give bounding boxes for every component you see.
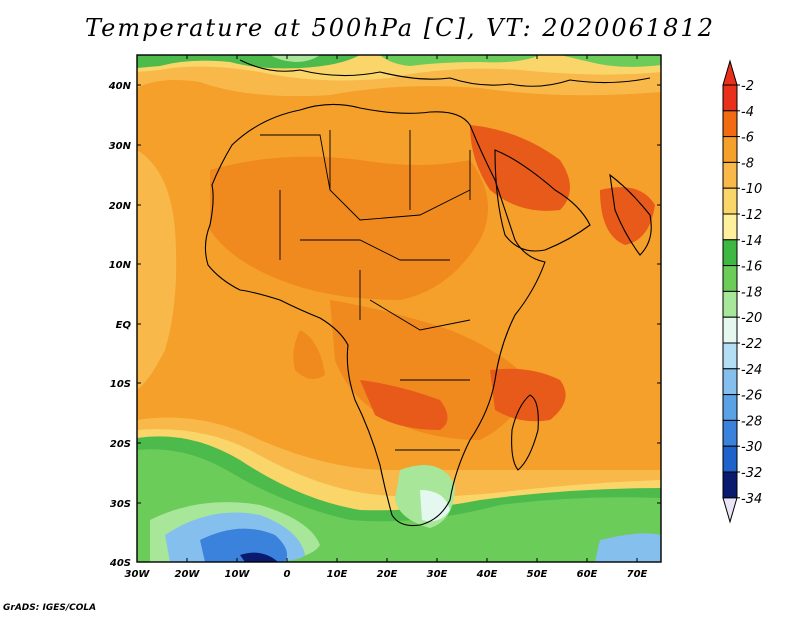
colorbar-label: -28 [741,414,762,429]
sahara-borders [279,130,471,320]
lat-tick-10N: 10N [109,260,132,271]
lat-tick-40N: 40N [108,81,132,92]
lat-tick-EQ: EQ [116,320,132,331]
colorbar-swatch [722,368,738,396]
north-green-patch-central [380,55,540,66]
lon-tick-10W: 10W [225,569,251,580]
colorbar-swatch [722,187,738,215]
colorbar-swatch [722,84,738,112]
south-africa-cold [420,490,450,522]
atlantic-cool-zone [137,150,177,390]
lon-tick-40E: 40E [476,569,498,580]
lon-tick-10E: 10E [327,569,348,580]
colorbar-swatch [722,342,738,370]
lat-tick-30S: 30S [110,499,131,510]
colorbar: -2 -4 -6 -8 -10 -12 -14 -16 -18 -20 -22 -24 -26 -28 -3… [722,59,762,524]
lat-tick-40S: 40S [109,558,131,569]
lon-tick-50E: 50E [527,569,548,580]
colorbar-swatch [722,110,738,138]
colorbar-bottom-arrow [722,497,738,524]
lon-axis: 30W 20W 10W 0 10E 20E 30E 40E 50E 60E 70… [125,55,648,580]
colorbar-label: -2 [741,79,754,94]
colorbar-swatch [722,290,738,318]
lon-tick-20E: 20E [377,569,398,580]
colorbar-swatch [722,161,738,189]
colorbar-swatch [722,239,738,267]
temperature-map [137,55,661,562]
colorbar-swatch [722,265,738,292]
colorbar-label: -12 [741,208,762,223]
lon-tick-20W: 20W [175,569,201,580]
colorbar-label: -4 [741,105,754,120]
colorbar-swatch [722,213,738,241]
credit-text: GrADS: IGES/COLA [3,603,97,613]
colorbar-label: -26 [741,389,762,404]
colorbar-swatch [722,419,738,447]
sahel-hot-region [210,156,488,300]
madagascar-coast [511,394,539,471]
lon-tick-30W: 30W [125,569,151,580]
africa-coastline [204,103,546,527]
colorbar-swatch [722,394,738,421]
colorbar-label: -18 [741,285,762,300]
colorbar-label: -34 [741,492,762,507]
india-coast [609,173,652,256]
colorbar-label: -14 [741,234,762,249]
lon-tick-70E: 70E [627,569,648,580]
colorbar-label: -32 [741,466,762,481]
lon-tick-30E: 30E [427,569,448,580]
lat-tick-20S: 20S [110,439,131,450]
gulf-warm-patch [293,330,325,379]
country-borders [260,134,471,451]
arabia-coast [494,149,591,252]
lon-tick-60E: 60E [577,569,598,580]
colorbar-swatch [722,316,738,344]
colorbar-swatch [722,471,738,499]
colorbar-label: -30 [741,440,762,455]
colorbar-label: -20 [741,311,762,326]
colorbar-label: -8 [741,156,754,171]
lat-tick-30N: 30N [109,141,132,152]
southern-congo-hot [360,380,448,430]
southeast-blue-patch [595,533,661,562]
north-light-patch [270,55,320,62]
lat-axis: 40N 30N 20N 10N EQ 10S 20S 30S 40S [108,81,661,569]
map-frame [136,54,662,563]
madagascar-hot-region [490,368,566,422]
north-green-patch-east [560,55,661,67]
colorbar-label: -6 [741,131,754,146]
south-atlantic-core [240,552,278,562]
colorbar-swatch [722,445,738,473]
lon-tick-0: 0 [284,569,291,580]
south-atlantic-dark-blue [200,528,288,562]
map-title: Temperature at 500hPa [C], VT: 202006181… [85,14,715,42]
coastlines [204,59,652,527]
europe-coast [239,59,651,87]
colorbar-label: -16 [741,260,762,275]
colorbar-label: -24 [741,363,762,378]
colorbar-label: -22 [741,337,762,352]
colorbar-label: -10 [741,182,762,197]
arabia-hot-region [470,125,570,211]
colorbar-top-arrow [722,59,738,86]
colorbar-swatch [722,136,738,163]
lat-tick-20N: 20N [109,201,132,212]
lat-tick-10S: 10S [110,379,131,390]
